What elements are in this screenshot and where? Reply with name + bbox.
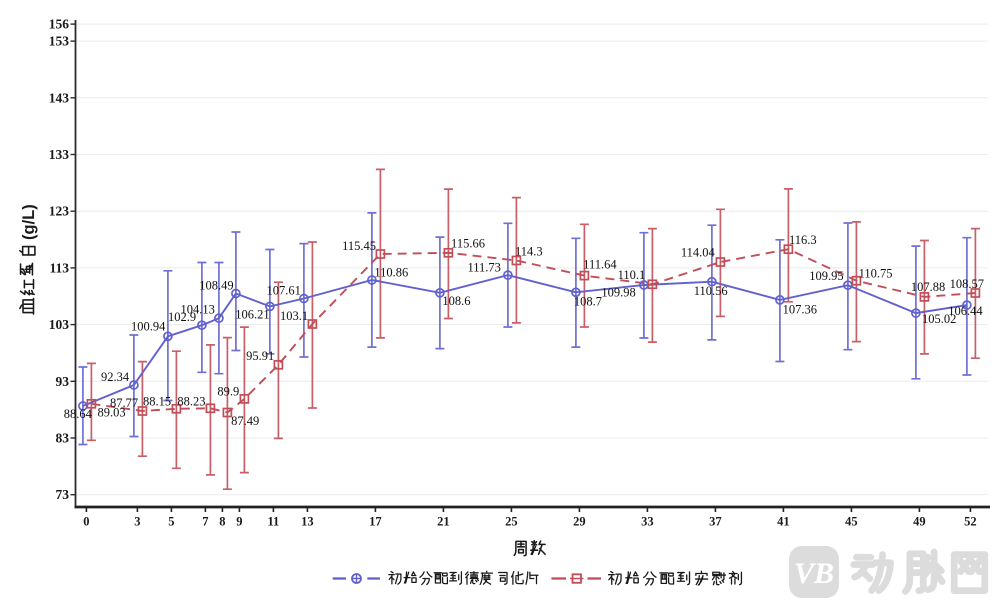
svg-text:88.15: 88.15 [143,394,171,408]
svg-text:143: 143 [49,90,70,105]
svg-text:29: 29 [573,515,586,529]
svg-text:108.49: 108.49 [199,278,233,292]
svg-text:113: 113 [49,260,69,275]
svg-text:41: 41 [777,515,790,529]
svg-text:13: 13 [301,515,314,529]
svg-text:5: 5 [168,515,174,529]
svg-text:3: 3 [134,515,140,529]
svg-text:88.23: 88.23 [177,394,205,408]
svg-text:115.45: 115.45 [342,239,376,253]
svg-text:110.86: 110.86 [374,266,408,280]
svg-text:110.1: 110.1 [618,268,646,282]
svg-text:95.91: 95.91 [246,349,274,363]
svg-text:110.75: 110.75 [859,266,893,280]
svg-text:106.21: 106.21 [235,307,269,321]
svg-text:11: 11 [267,515,279,529]
svg-text:89.03: 89.03 [98,405,126,419]
svg-text:100.94: 100.94 [131,319,166,333]
svg-text:109.98: 109.98 [601,285,635,299]
svg-text:156: 156 [49,17,70,32]
svg-text:49: 49 [913,515,926,529]
svg-text:VB: VB [794,557,834,590]
svg-text:106.44: 106.44 [948,304,983,318]
svg-text:108.57: 108.57 [950,277,984,291]
svg-text:93: 93 [56,374,70,389]
svg-text:0: 0 [83,515,89,529]
svg-text:105.02: 105.02 [922,312,956,326]
svg-text:133: 133 [49,147,70,162]
svg-text:115.66: 115.66 [451,236,485,250]
svg-text:88.64: 88.64 [64,407,93,421]
svg-text:87.49: 87.49 [231,414,259,428]
svg-text:8: 8 [219,515,225,529]
svg-text:87.77: 87.77 [110,396,138,410]
svg-text:52: 52 [964,515,977,529]
svg-text:107.61: 107.61 [267,283,301,297]
svg-text:37: 37 [709,515,722,529]
svg-text:21: 21 [437,515,450,529]
svg-text:(g/L): (g/L) [20,204,38,240]
svg-text:73: 73 [56,487,70,502]
svg-text:110.56: 110.56 [694,284,728,298]
svg-text:103.1: 103.1 [280,309,308,323]
svg-text:107.36: 107.36 [783,302,817,316]
svg-text:108.6: 108.6 [442,294,470,308]
svg-text:111.73: 111.73 [467,260,500,274]
svg-text:83: 83 [56,431,70,446]
svg-text:9: 9 [236,515,242,529]
svg-text:102.9: 102.9 [168,310,196,324]
svg-text:103: 103 [49,317,70,332]
svg-text:111.64: 111.64 [583,257,617,271]
svg-text:89.9: 89.9 [217,384,239,398]
svg-text:114.04: 114.04 [681,245,716,259]
svg-text:123: 123 [49,204,70,219]
svg-text:109.95: 109.95 [809,269,843,283]
svg-text:7: 7 [202,515,208,529]
svg-text:114.3: 114.3 [515,245,543,259]
svg-text:45: 45 [845,515,858,529]
svg-text:104.13: 104.13 [181,303,215,317]
svg-text:153: 153 [49,34,70,49]
svg-text:25: 25 [505,515,518,529]
svg-text:116.3: 116.3 [789,233,817,247]
svg-text:17: 17 [369,515,382,529]
svg-text:33: 33 [641,515,654,529]
svg-text:108.7: 108.7 [574,295,602,309]
svg-text:92.34: 92.34 [101,370,130,384]
svg-text:107.88: 107.88 [911,280,945,294]
